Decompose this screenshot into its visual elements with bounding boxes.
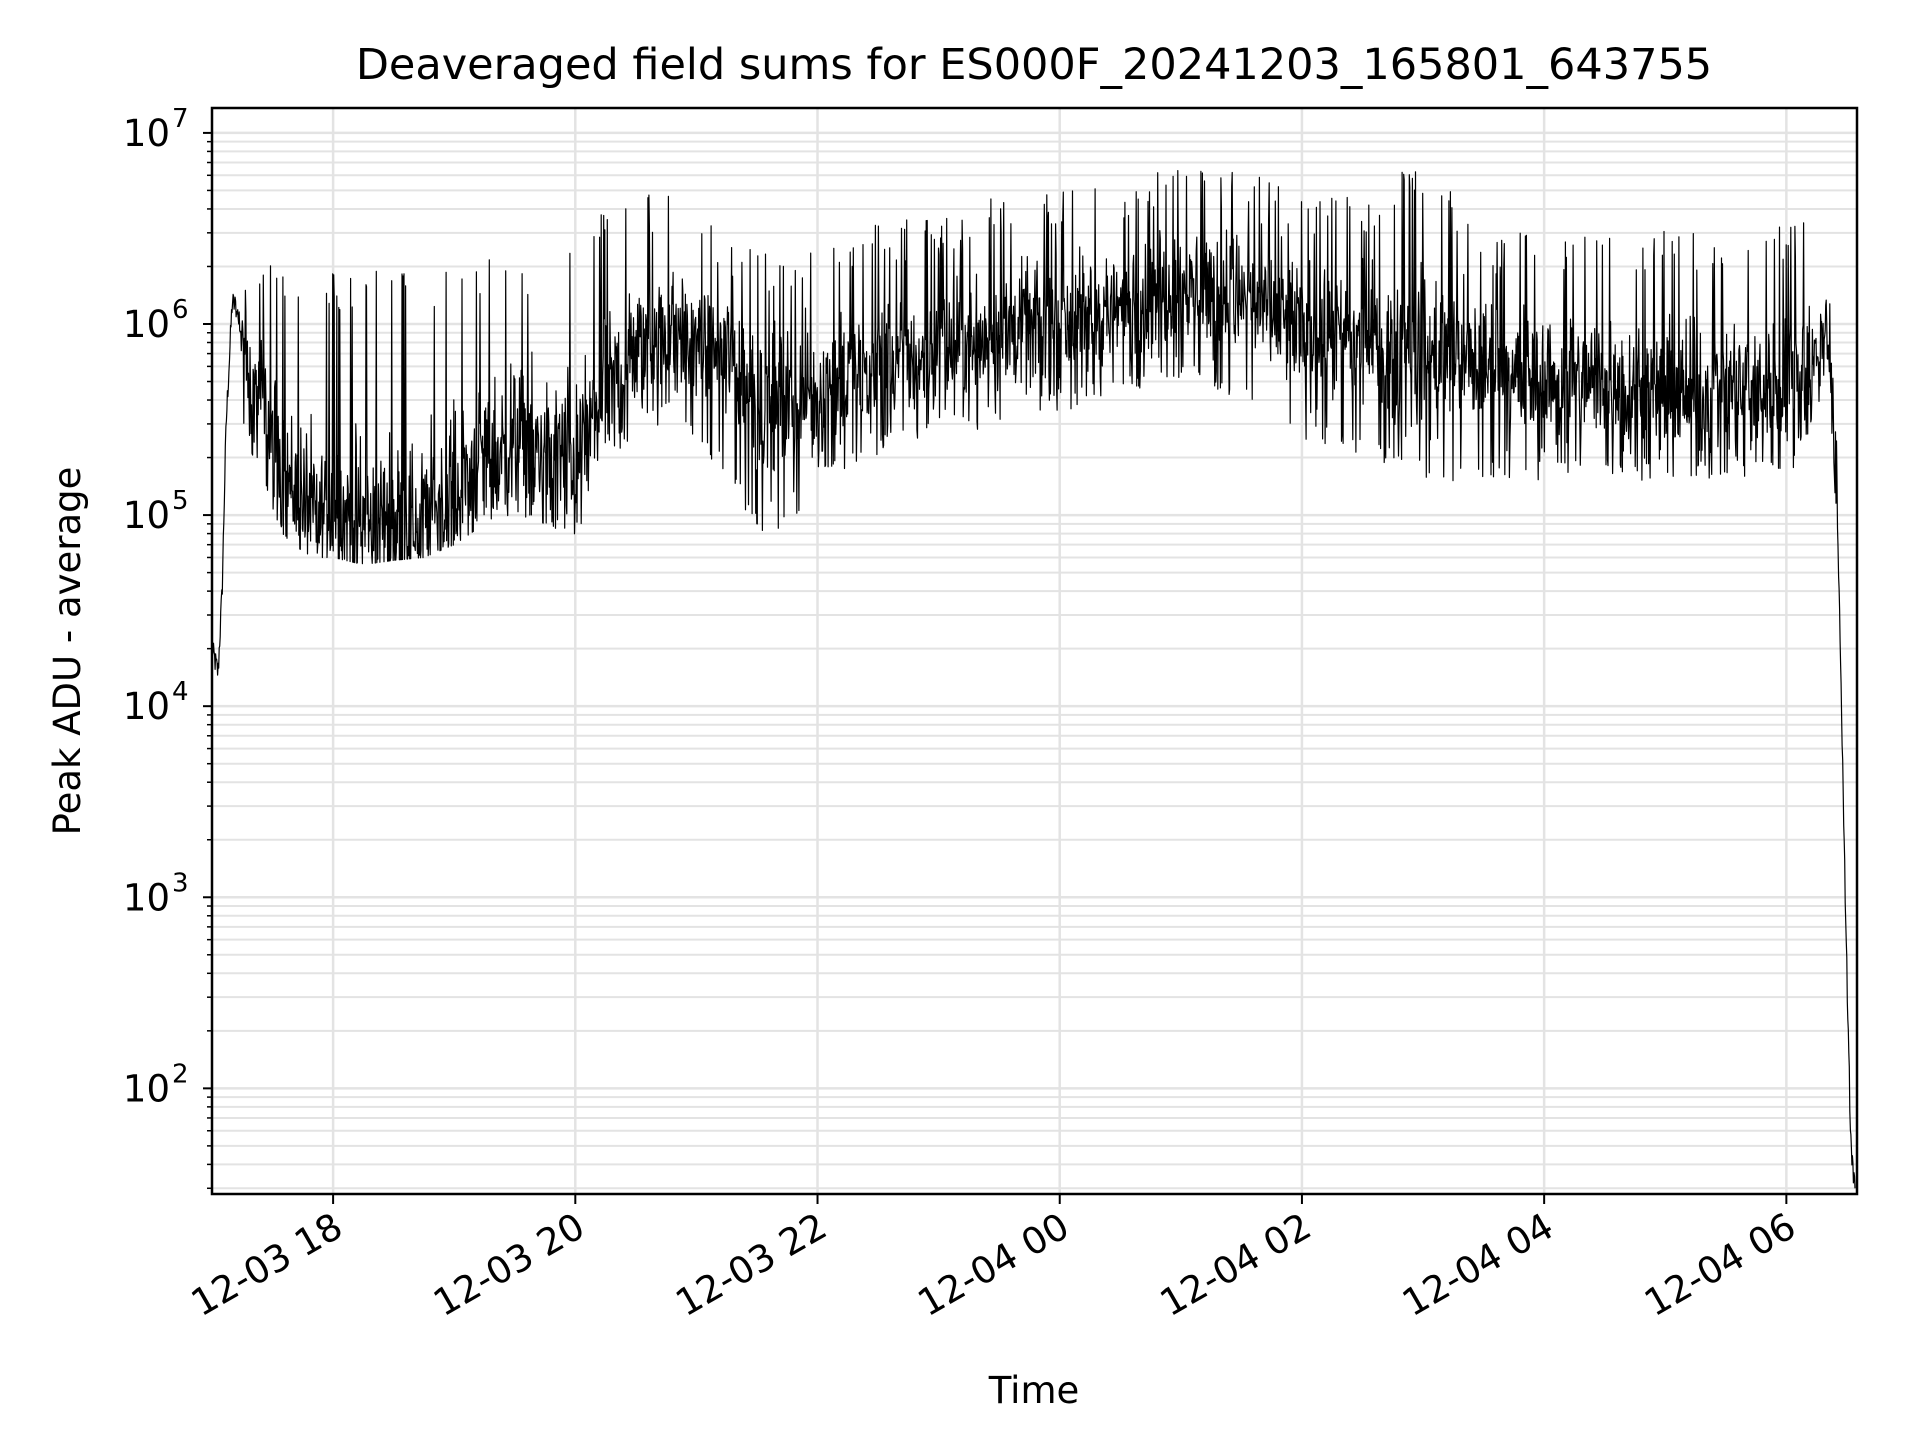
- plot-frame: [210, 106, 1859, 1196]
- y-tick-exponent: 2: [172, 1059, 189, 1089]
- y-tick-exponent: 7: [172, 104, 189, 134]
- series-line: [211, 170, 1856, 1189]
- y-tick-label: 10: [123, 112, 170, 155]
- data-line-layer: [211, 170, 1856, 1189]
- y-tick-label: 10: [123, 494, 170, 537]
- y-tick-exponent: 5: [172, 486, 189, 516]
- y-tick-label: 10: [123, 685, 170, 728]
- x-axis-label: Time: [988, 1369, 1080, 1412]
- y-tick-label: 10: [123, 303, 170, 346]
- y-axis-label: Peak ADU - average: [46, 467, 89, 836]
- y-tick-exponent: 3: [172, 868, 189, 898]
- y-tick-label: 10: [123, 876, 170, 919]
- y-tick-exponent: 6: [172, 295, 189, 325]
- chart-title: Deaveraged field sums for ES000F_2024120…: [356, 40, 1712, 90]
- y-tick-exponent: 4: [172, 677, 189, 707]
- y-tick-label: 10: [123, 1067, 170, 1110]
